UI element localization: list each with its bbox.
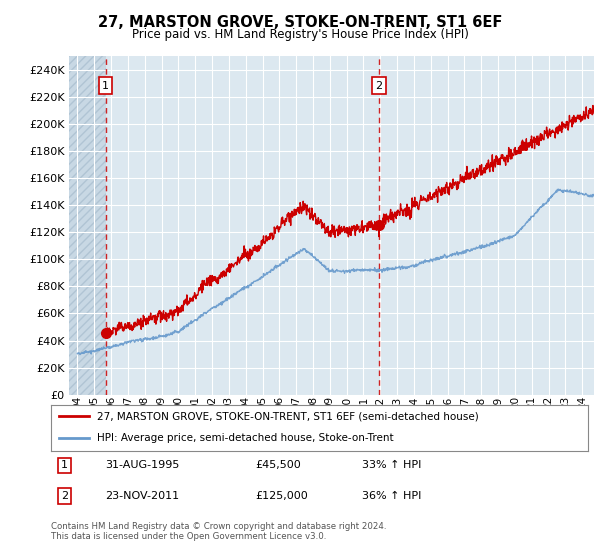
Text: Price paid vs. HM Land Registry's House Price Index (HPI): Price paid vs. HM Land Registry's House … (131, 28, 469, 41)
Text: Contains HM Land Registry data © Crown copyright and database right 2024.
This d: Contains HM Land Registry data © Crown c… (51, 522, 386, 542)
Text: 31-AUG-1995: 31-AUG-1995 (105, 460, 179, 470)
Text: 23-NOV-2011: 23-NOV-2011 (105, 491, 179, 501)
Text: 2: 2 (375, 81, 382, 91)
Text: £125,000: £125,000 (255, 491, 308, 501)
Text: 2: 2 (61, 491, 68, 501)
Text: 1: 1 (102, 81, 109, 91)
Bar (69, 56, 106, 395)
Text: 27, MARSTON GROVE, STOKE-ON-TRENT, ST1 6EF: 27, MARSTON GROVE, STOKE-ON-TRENT, ST1 6… (98, 15, 502, 30)
Text: 27, MARSTON GROVE, STOKE-ON-TRENT, ST1 6EF (semi-detached house): 27, MARSTON GROVE, STOKE-ON-TRENT, ST1 6… (97, 412, 478, 421)
Text: £45,500: £45,500 (255, 460, 301, 470)
Text: 1: 1 (61, 460, 68, 470)
Text: 33% ↑ HPI: 33% ↑ HPI (362, 460, 422, 470)
Text: 36% ↑ HPI: 36% ↑ HPI (362, 491, 422, 501)
Text: HPI: Average price, semi-detached house, Stoke-on-Trent: HPI: Average price, semi-detached house,… (97, 433, 393, 443)
